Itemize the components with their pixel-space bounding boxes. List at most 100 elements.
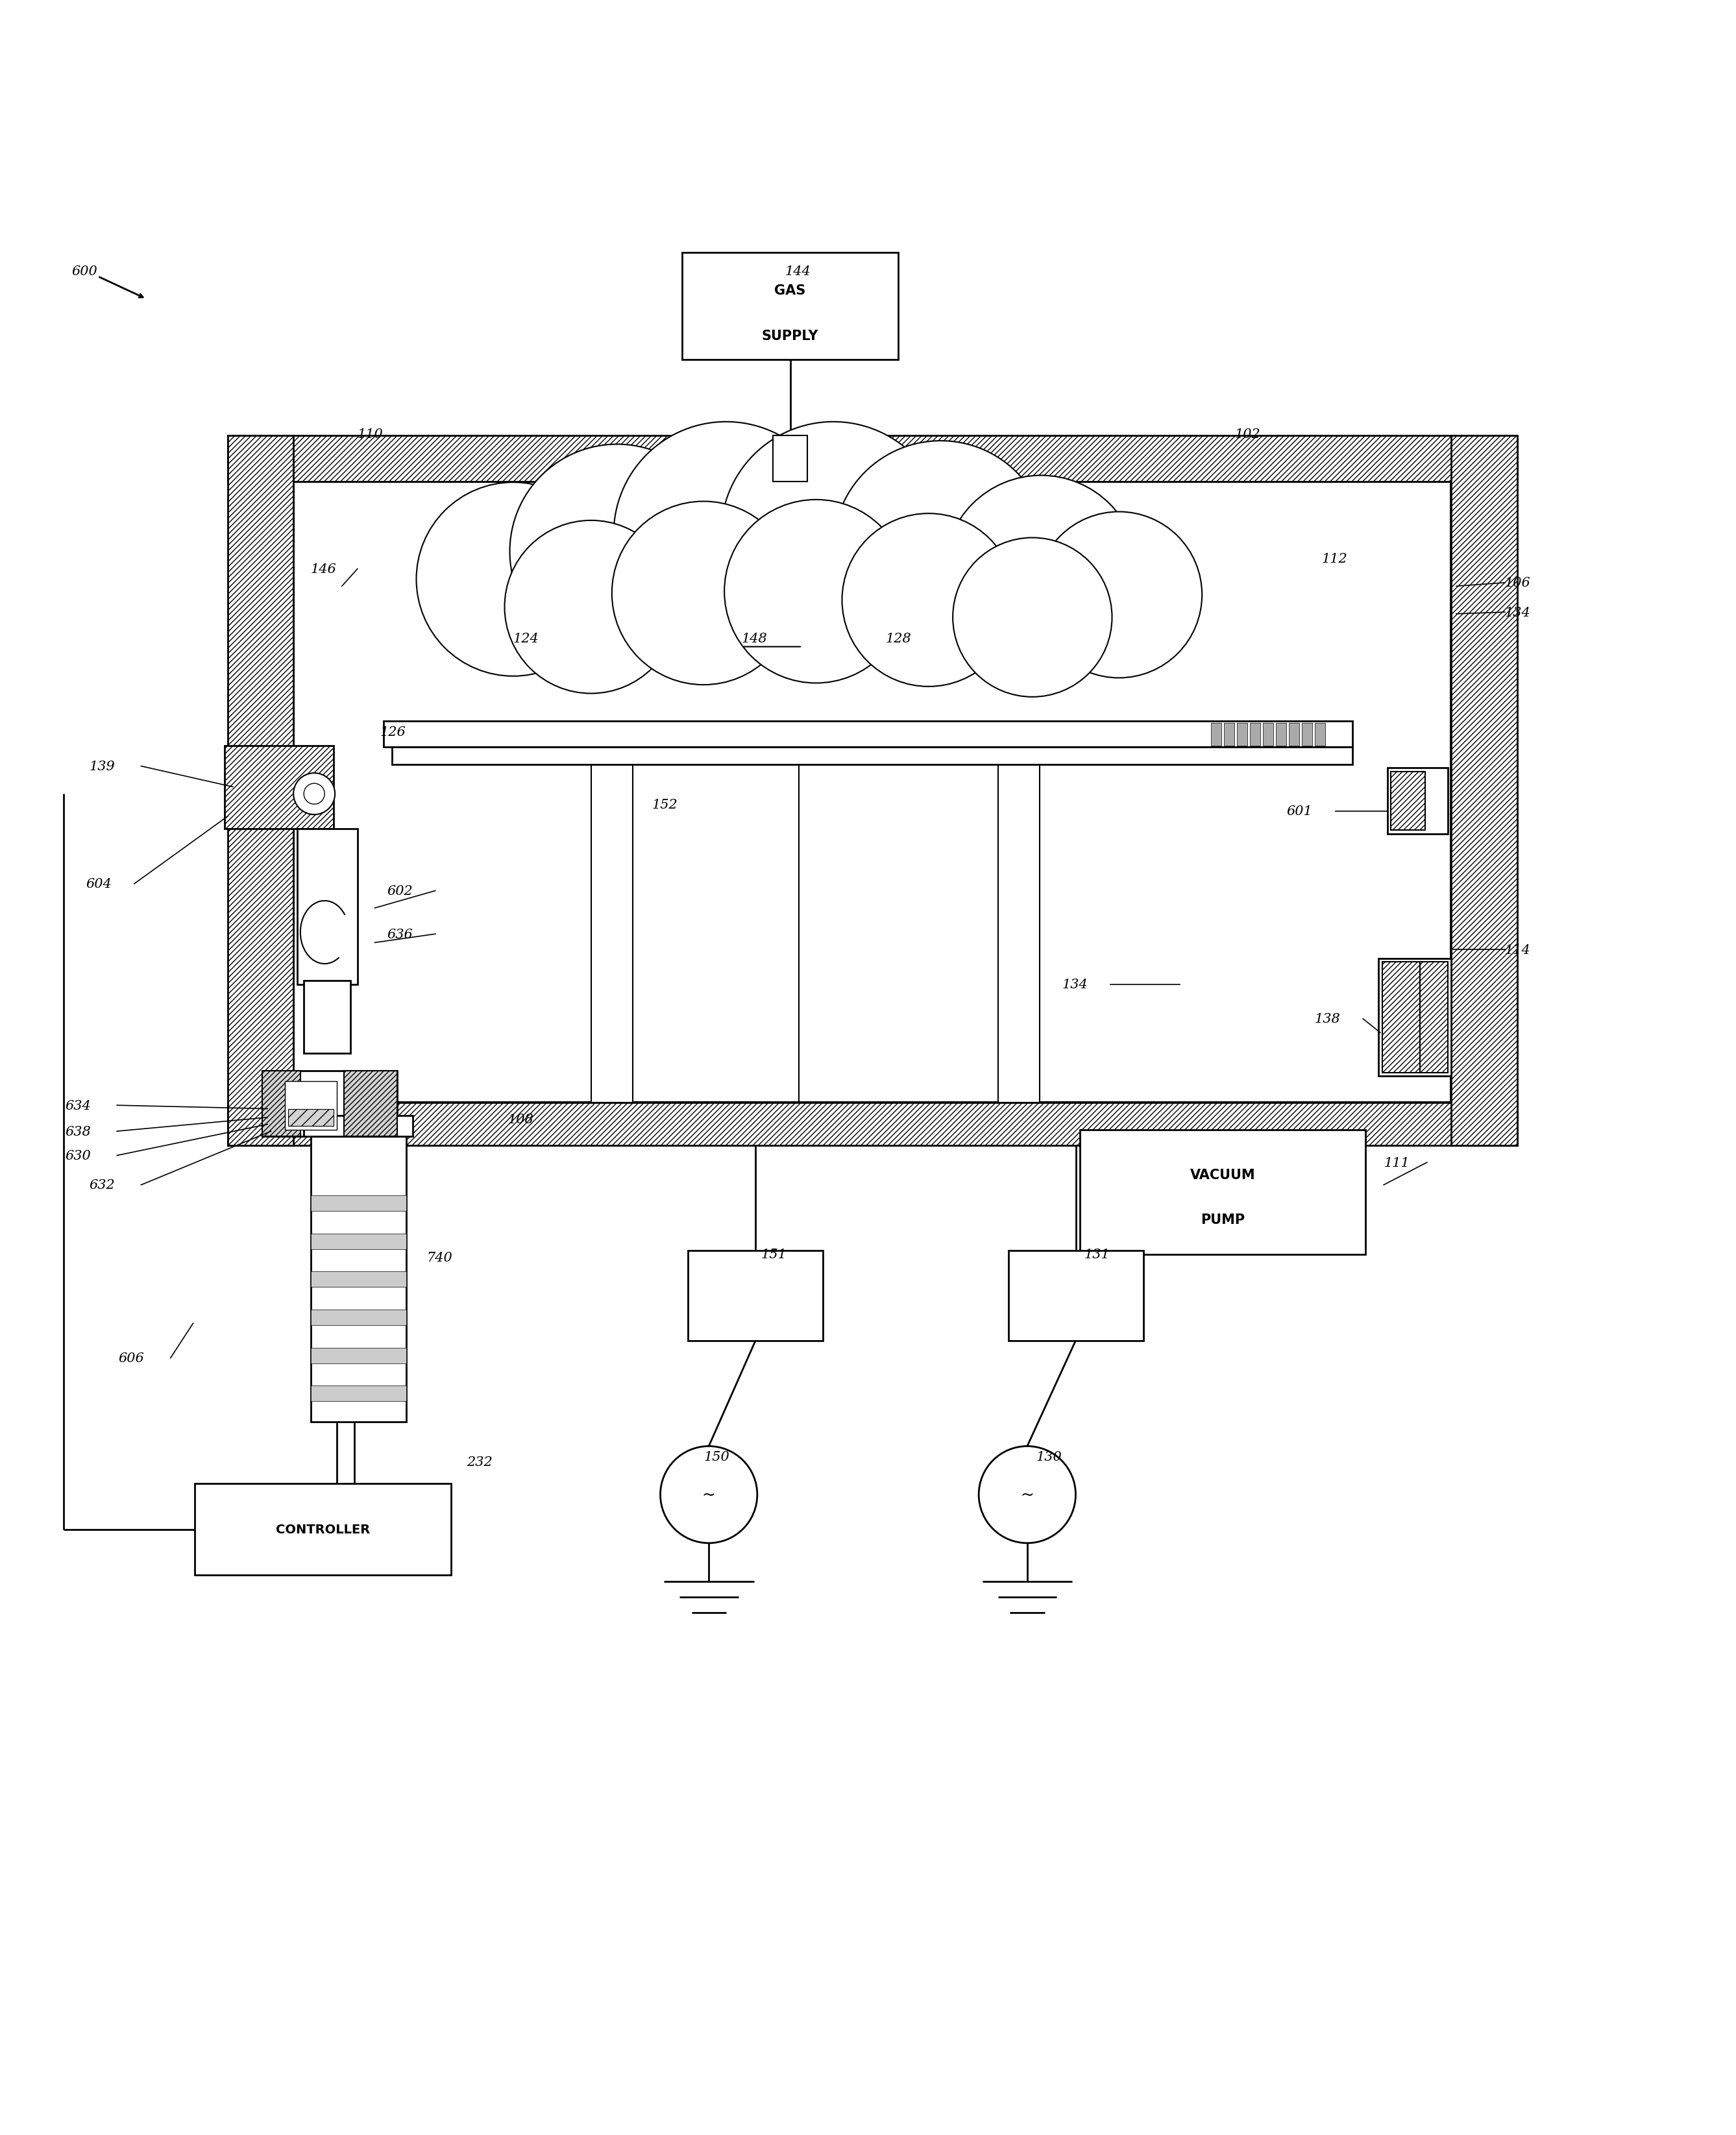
Text: 740: 740 <box>427 1251 453 1264</box>
Text: 150: 150 <box>703 1450 729 1462</box>
Bar <box>224 745 333 828</box>
Bar <box>311 1386 406 1401</box>
Bar <box>288 1108 333 1127</box>
Bar <box>773 436 807 483</box>
Text: 152: 152 <box>651 798 677 811</box>
Bar <box>687 1251 823 1341</box>
Text: 144: 144 <box>785 265 811 278</box>
Bar <box>1236 724 1246 745</box>
Bar <box>311 1347 406 1364</box>
Circle shape <box>660 1445 757 1544</box>
Bar <box>311 1136 406 1422</box>
Text: 134: 134 <box>1505 606 1531 619</box>
Circle shape <box>293 773 335 816</box>
Text: 102: 102 <box>1234 429 1260 440</box>
Text: 632: 632 <box>89 1179 115 1191</box>
Text: 630: 630 <box>64 1149 90 1161</box>
Bar <box>1262 724 1272 745</box>
Bar <box>344 1072 398 1136</box>
Text: VACUUM: VACUUM <box>1191 1168 1255 1181</box>
Circle shape <box>833 442 1049 655</box>
Text: 601: 601 <box>1286 805 1312 818</box>
Text: 124: 124 <box>514 632 538 645</box>
Bar <box>304 1117 413 1136</box>
Text: ~: ~ <box>701 1486 715 1503</box>
Bar <box>194 1484 451 1576</box>
Text: CONTROLLER: CONTROLLER <box>276 1522 370 1535</box>
Circle shape <box>724 500 908 683</box>
Bar <box>1009 1251 1144 1341</box>
Bar <box>1314 724 1325 745</box>
Text: 151: 151 <box>760 1249 786 1260</box>
Text: 126: 126 <box>380 726 406 739</box>
Bar <box>311 1309 406 1326</box>
Text: 112: 112 <box>1321 553 1347 566</box>
Bar <box>1382 963 1420 1072</box>
Circle shape <box>417 483 609 677</box>
Bar <box>227 436 1517 483</box>
Text: 604: 604 <box>85 877 111 890</box>
Circle shape <box>611 502 795 685</box>
Text: 606: 606 <box>118 1351 144 1364</box>
Text: 131: 131 <box>1085 1249 1109 1260</box>
Bar <box>1250 724 1260 745</box>
Bar <box>384 722 1352 747</box>
Text: 106: 106 <box>1505 576 1531 589</box>
Circle shape <box>842 515 1016 687</box>
Text: 128: 128 <box>885 632 911 645</box>
Bar <box>285 1080 337 1129</box>
Bar <box>998 764 1040 1102</box>
Bar <box>1210 724 1220 745</box>
Bar <box>304 980 351 1055</box>
Bar <box>1288 724 1299 745</box>
Text: 130: 130 <box>1036 1450 1062 1462</box>
Bar <box>1276 724 1286 745</box>
Bar <box>1224 724 1234 745</box>
Text: 139: 139 <box>89 760 115 773</box>
Text: 114: 114 <box>1505 944 1531 956</box>
Bar <box>590 764 632 1102</box>
Text: PUMP: PUMP <box>1201 1213 1245 1225</box>
Text: 602: 602 <box>387 884 413 897</box>
Bar <box>262 1072 398 1136</box>
Text: 600: 600 <box>71 265 97 278</box>
Circle shape <box>304 784 325 805</box>
Text: SUPPLY: SUPPLY <box>762 329 818 342</box>
Text: ~: ~ <box>1021 1486 1035 1503</box>
Bar <box>311 1234 406 1249</box>
Text: 111: 111 <box>1384 1157 1410 1168</box>
Bar <box>1302 724 1312 745</box>
Text: 108: 108 <box>509 1112 535 1125</box>
Bar <box>227 436 293 1144</box>
Circle shape <box>944 476 1139 670</box>
Text: 638: 638 <box>64 1125 90 1138</box>
Bar <box>262 1072 300 1136</box>
Text: GAS: GAS <box>774 284 806 297</box>
Bar <box>293 483 1451 1102</box>
Bar <box>682 252 898 361</box>
Bar <box>227 1102 1517 1144</box>
Text: 634: 634 <box>64 1100 90 1112</box>
Bar <box>311 1196 406 1211</box>
Bar <box>392 747 1352 764</box>
Text: 148: 148 <box>741 632 767 645</box>
Bar <box>297 828 358 984</box>
Circle shape <box>510 444 724 660</box>
Text: 138: 138 <box>1314 1012 1340 1025</box>
Bar <box>1451 436 1517 1144</box>
Text: 110: 110 <box>358 429 384 440</box>
Bar <box>1080 1129 1366 1255</box>
Text: 636: 636 <box>387 929 413 939</box>
Text: 146: 146 <box>311 564 337 576</box>
Bar <box>1387 769 1448 835</box>
Bar <box>1420 963 1448 1072</box>
Circle shape <box>720 423 946 647</box>
Circle shape <box>1036 512 1201 679</box>
Text: 134: 134 <box>1062 978 1088 991</box>
Circle shape <box>979 1445 1076 1544</box>
Bar <box>1391 771 1425 831</box>
Text: 232: 232 <box>467 1456 493 1469</box>
Bar <box>311 1272 406 1287</box>
Circle shape <box>953 538 1113 698</box>
Circle shape <box>505 521 677 694</box>
